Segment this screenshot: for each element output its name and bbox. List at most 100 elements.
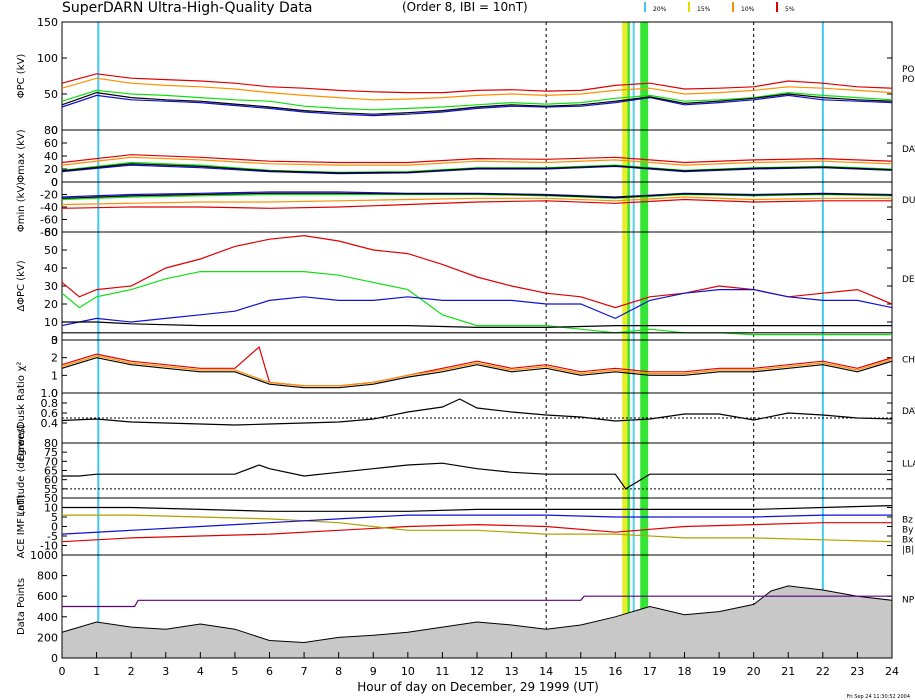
panel-right-label: By [902, 526, 914, 536]
y-tick-label: 0.6 [41, 407, 59, 420]
x-axis: 0 1 2 3 4 5 6 7 8 9 10 11 12 13 14 15 16 17 18 19 20 21 22 23 24 [59, 652, 899, 678]
y-tick-label: 2 [51, 352, 58, 365]
y-tick-label: 150 [37, 16, 58, 29]
highlight-band [632, 555, 635, 658]
y-tick-label: 400 [37, 611, 58, 624]
legend-label: 10% [741, 6, 755, 13]
y-axis-label: ΔΦPC (kV) [16, 260, 27, 311]
x-tick-label: 11 [435, 665, 449, 678]
x-tick-label: 14 [539, 665, 553, 678]
highlight-band [622, 340, 628, 393]
highlight-band [632, 498, 635, 555]
series-line [61, 156, 893, 166]
x-tick-label: 13 [505, 665, 519, 678]
y-tick-label: 50 [44, 492, 58, 505]
y-tick-label: 0 [51, 124, 58, 137]
x-tick-label: 8 [335, 665, 342, 678]
y-tick-label: 0 [51, 652, 58, 665]
y-tick-label: 1 [51, 369, 58, 382]
y-axis-label: Latitude (degrees) [16, 424, 27, 516]
x-tick-label: 2 [128, 665, 135, 678]
y-tick-label: 0 [51, 176, 58, 189]
series-line [61, 271, 892, 336]
highlight-band [640, 443, 649, 498]
highlight-band [627, 182, 630, 232]
x-tick-label: 21 [781, 665, 795, 678]
series-area [61, 585, 893, 659]
x-tick-label: 17 [643, 665, 657, 678]
series-line [62, 321, 892, 328]
y-tick-label: -5 [47, 530, 58, 543]
panel-right-label: Bz [902, 516, 913, 526]
y-tick-label: 65 [44, 465, 58, 478]
y-tick-label: -10 [40, 540, 58, 553]
panel-right-label: DU [902, 196, 915, 206]
y-axis-label: ACE IMF (nT) [16, 494, 27, 558]
y-tick-label: 800 [37, 570, 58, 583]
legend-label: 20% [653, 6, 667, 13]
highlight-band [627, 232, 630, 340]
legend-label: 15% [697, 6, 711, 13]
series-line [61, 91, 893, 115]
x-tick-label: 22 [816, 665, 830, 678]
panel-chi: 0 1 2 3 χ² CH [16, 334, 915, 400]
panel-dpc: 0 10 20 30 40 50 60 ΔΦPC (kV) DE [16, 226, 915, 347]
x-tick-label: 0 [59, 665, 66, 678]
y-tick-label: 10 [44, 502, 58, 515]
series-line [61, 94, 893, 117]
legend-label: 5% [785, 6, 795, 13]
panel-ratio: 0.40.60.81.0 Dawn/Dusk Ratio DAY [16, 375, 915, 461]
highlight-band [640, 22, 649, 130]
y-tick-label: -60 [40, 214, 58, 227]
y-tick-label: 100 [37, 52, 58, 65]
x-tick-label: 24 [885, 665, 899, 678]
x-tick-label: 20 [747, 665, 761, 678]
highlight-band [640, 555, 649, 658]
panel-points: 0 200 400 600 800 1000 Data Points NP [16, 549, 915, 665]
panel-frame [61, 129, 893, 183]
panel-right-label: PO [902, 65, 915, 75]
y-tick-label: 50 [44, 244, 58, 257]
series-line [61, 289, 893, 327]
series-line [61, 89, 893, 111]
highlight-band [622, 232, 628, 340]
series-line [61, 355, 893, 387]
y-tick-label: 80 [44, 437, 58, 450]
panel-right-label: LLA [902, 460, 915, 470]
highlight-band [627, 555, 630, 658]
highlight-band [627, 443, 630, 498]
y-tick-label: 20 [44, 298, 58, 311]
x-tick-label: 10 [401, 665, 415, 678]
highlight-band [622, 22, 628, 130]
y-tick-label: 30 [44, 280, 58, 293]
series-line [61, 77, 893, 101]
panel-frame [61, 497, 893, 556]
highlight-band [640, 340, 649, 393]
y-axis-label: Φmax (kV) [16, 129, 27, 182]
x-tick-label: 23 [850, 665, 864, 678]
highlight-band [627, 498, 630, 555]
panel-right-label: CH [902, 356, 915, 366]
y-tick-label: -80 [40, 226, 58, 239]
y-tick-label: 1000 [30, 549, 58, 562]
y-tick-label: 200 [37, 631, 58, 644]
series-line [62, 505, 893, 512]
y-tick-label: 60 [44, 226, 58, 239]
highlight-band [622, 393, 628, 443]
y-tick-label: 0 [51, 521, 58, 534]
panel-right-label: |B| [902, 546, 914, 556]
highlight-band [627, 340, 630, 393]
series-line [61, 163, 893, 174]
y-tick-label: 20 [44, 163, 58, 176]
y-axis-label: χ² [16, 362, 27, 372]
highlight-band [640, 130, 649, 182]
y-tick-label: -20 [40, 189, 58, 202]
highlight-band [632, 130, 635, 182]
highlight-band [622, 443, 628, 498]
series-line [61, 522, 892, 543]
series-line [62, 595, 892, 608]
x-tick-label: 9 [370, 665, 377, 678]
y-tick-label: 0 [51, 176, 58, 189]
